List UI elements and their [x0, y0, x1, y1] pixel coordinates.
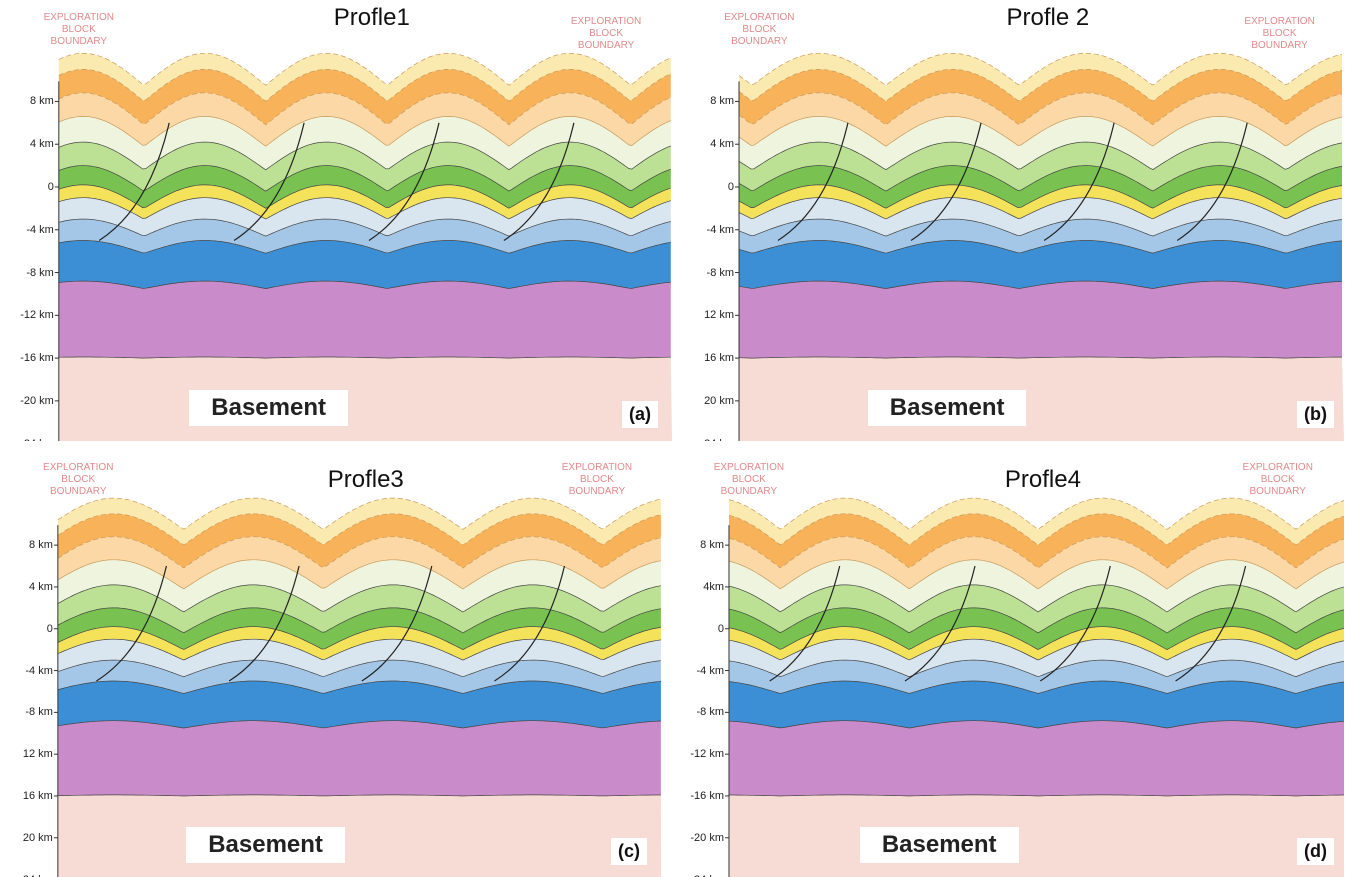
panel-label: (b)	[1297, 401, 1334, 428]
profile-title: Profle 2	[1006, 4, 1089, 32]
y-tick-label: -20 km	[690, 832, 724, 844]
y-tick-label: -24 km	[20, 438, 54, 441]
strata-layer	[729, 795, 1344, 877]
strata-layer	[739, 281, 1342, 358]
panel-label: (d)	[1297, 838, 1334, 865]
y-tick-label: 4km	[703, 581, 724, 593]
boundary-label: EXPLORATION BLOCK BOUNDARY	[34, 12, 124, 48]
profile-panel: 8 km 4 km 0 -4 km -8 km -12 km -16 km -20 km -24…	[0, 0, 676, 441]
profile-title: Profle1	[334, 4, 410, 32]
y-tick-label: 20 km	[23, 832, 53, 844]
cross-section	[0, 446, 665, 877]
boundary-label: EXPLORATION BLOCK BOUNDARY	[552, 462, 642, 498]
y-tick-label: -12 km	[690, 748, 724, 760]
profile-title: Profle4	[1005, 466, 1081, 494]
basement-label: Basement	[860, 827, 1019, 863]
boundary-label: EXPLORATION BLOCK BOUNDARY	[33, 462, 123, 498]
y-tick-label: 8 km	[710, 95, 734, 107]
y-tick-label: 12 km	[704, 309, 734, 321]
y-tick-label: 24 km	[704, 438, 734, 441]
figure: {"panels": [ {"title": "Profle1", "bound…	[0, 0, 1348, 877]
y-tick-label: -8 km	[707, 267, 735, 279]
boundary-label: EXPLORATION BLOCK BOUNDARY	[714, 12, 804, 48]
y-tick-label: -16 km	[690, 790, 724, 802]
y-tick-label: -12 km	[20, 309, 54, 321]
profile-title: Profle3	[328, 466, 404, 494]
y-tick-label: -4 km	[26, 224, 54, 236]
y-tick-label: 8 km	[700, 539, 724, 551]
basement-label: Basement	[186, 827, 345, 863]
profile-panel: 8 km 4 km 0 -4 km -8 km 12 km 16 km 20 km 24 km P…	[681, 0, 1348, 441]
y-tick-label: 4 km	[30, 138, 54, 150]
strata-layer	[59, 357, 672, 441]
y-tick-label: -20 km	[20, 395, 54, 407]
y-tick-label: -4 km	[697, 665, 725, 677]
basement-label: Basement	[868, 390, 1027, 426]
y-tick-label: 0	[728, 181, 734, 193]
y-tick-label: 12 km	[23, 748, 53, 760]
y-tick-label: -4 km	[707, 224, 735, 236]
strata-layer	[729, 721, 1344, 796]
y-tick-label: -16 km	[20, 352, 54, 364]
y-tick-label: -4 km	[25, 665, 53, 677]
strata-layer	[59, 281, 671, 358]
y-tick-label: -24 km	[690, 874, 724, 877]
y-tick-label: 16 km	[704, 352, 734, 364]
boundary-label: EXPLORATION BLOCK BOUNDARY	[1233, 462, 1323, 498]
y-tick-label: 16 km	[23, 790, 53, 802]
cross-section	[670, 446, 1348, 877]
profile-panel: 8 km 4 km 0 -4 km -8 km 12 km 16 km 20 km 24 km P…	[0, 446, 665, 877]
profile-panel: 8 km 4km 0 -4 km -8 km -12 km -16 km -20 km -24 …	[670, 446, 1348, 877]
y-tick-label: -8 km	[697, 706, 725, 718]
y-tick-label: 8 km	[30, 95, 54, 107]
boundary-label: EXPLORATION BLOCK BOUNDARY	[704, 462, 794, 498]
boundary-label: EXPLORATION BLOCK BOUNDARY	[561, 16, 651, 52]
y-tick-label: 0	[718, 623, 724, 635]
y-tick-label: 0	[48, 181, 54, 193]
y-tick-label: 8 km	[29, 539, 53, 551]
panel-label: (a)	[622, 401, 658, 428]
y-tick-label: 4 km	[710, 138, 734, 150]
basement-label: Basement	[189, 390, 348, 426]
y-tick-label: -8 km	[26, 267, 54, 279]
strata-layer	[58, 681, 661, 728]
cross-section	[681, 0, 1348, 441]
strata-layer	[58, 795, 661, 877]
y-tick-label: -8 km	[25, 706, 53, 718]
y-tick-label: 24 km	[23, 874, 53, 877]
strata-layer	[739, 357, 1344, 441]
panel-label: (c)	[611, 838, 647, 865]
boundary-label: EXPLORATION BLOCK BOUNDARY	[1235, 16, 1325, 52]
strata-layer	[58, 721, 661, 796]
y-tick-label: 0	[47, 623, 53, 635]
cross-section	[0, 0, 676, 441]
y-tick-label: 20 km	[704, 395, 734, 407]
y-tick-label: 4 km	[29, 581, 53, 593]
